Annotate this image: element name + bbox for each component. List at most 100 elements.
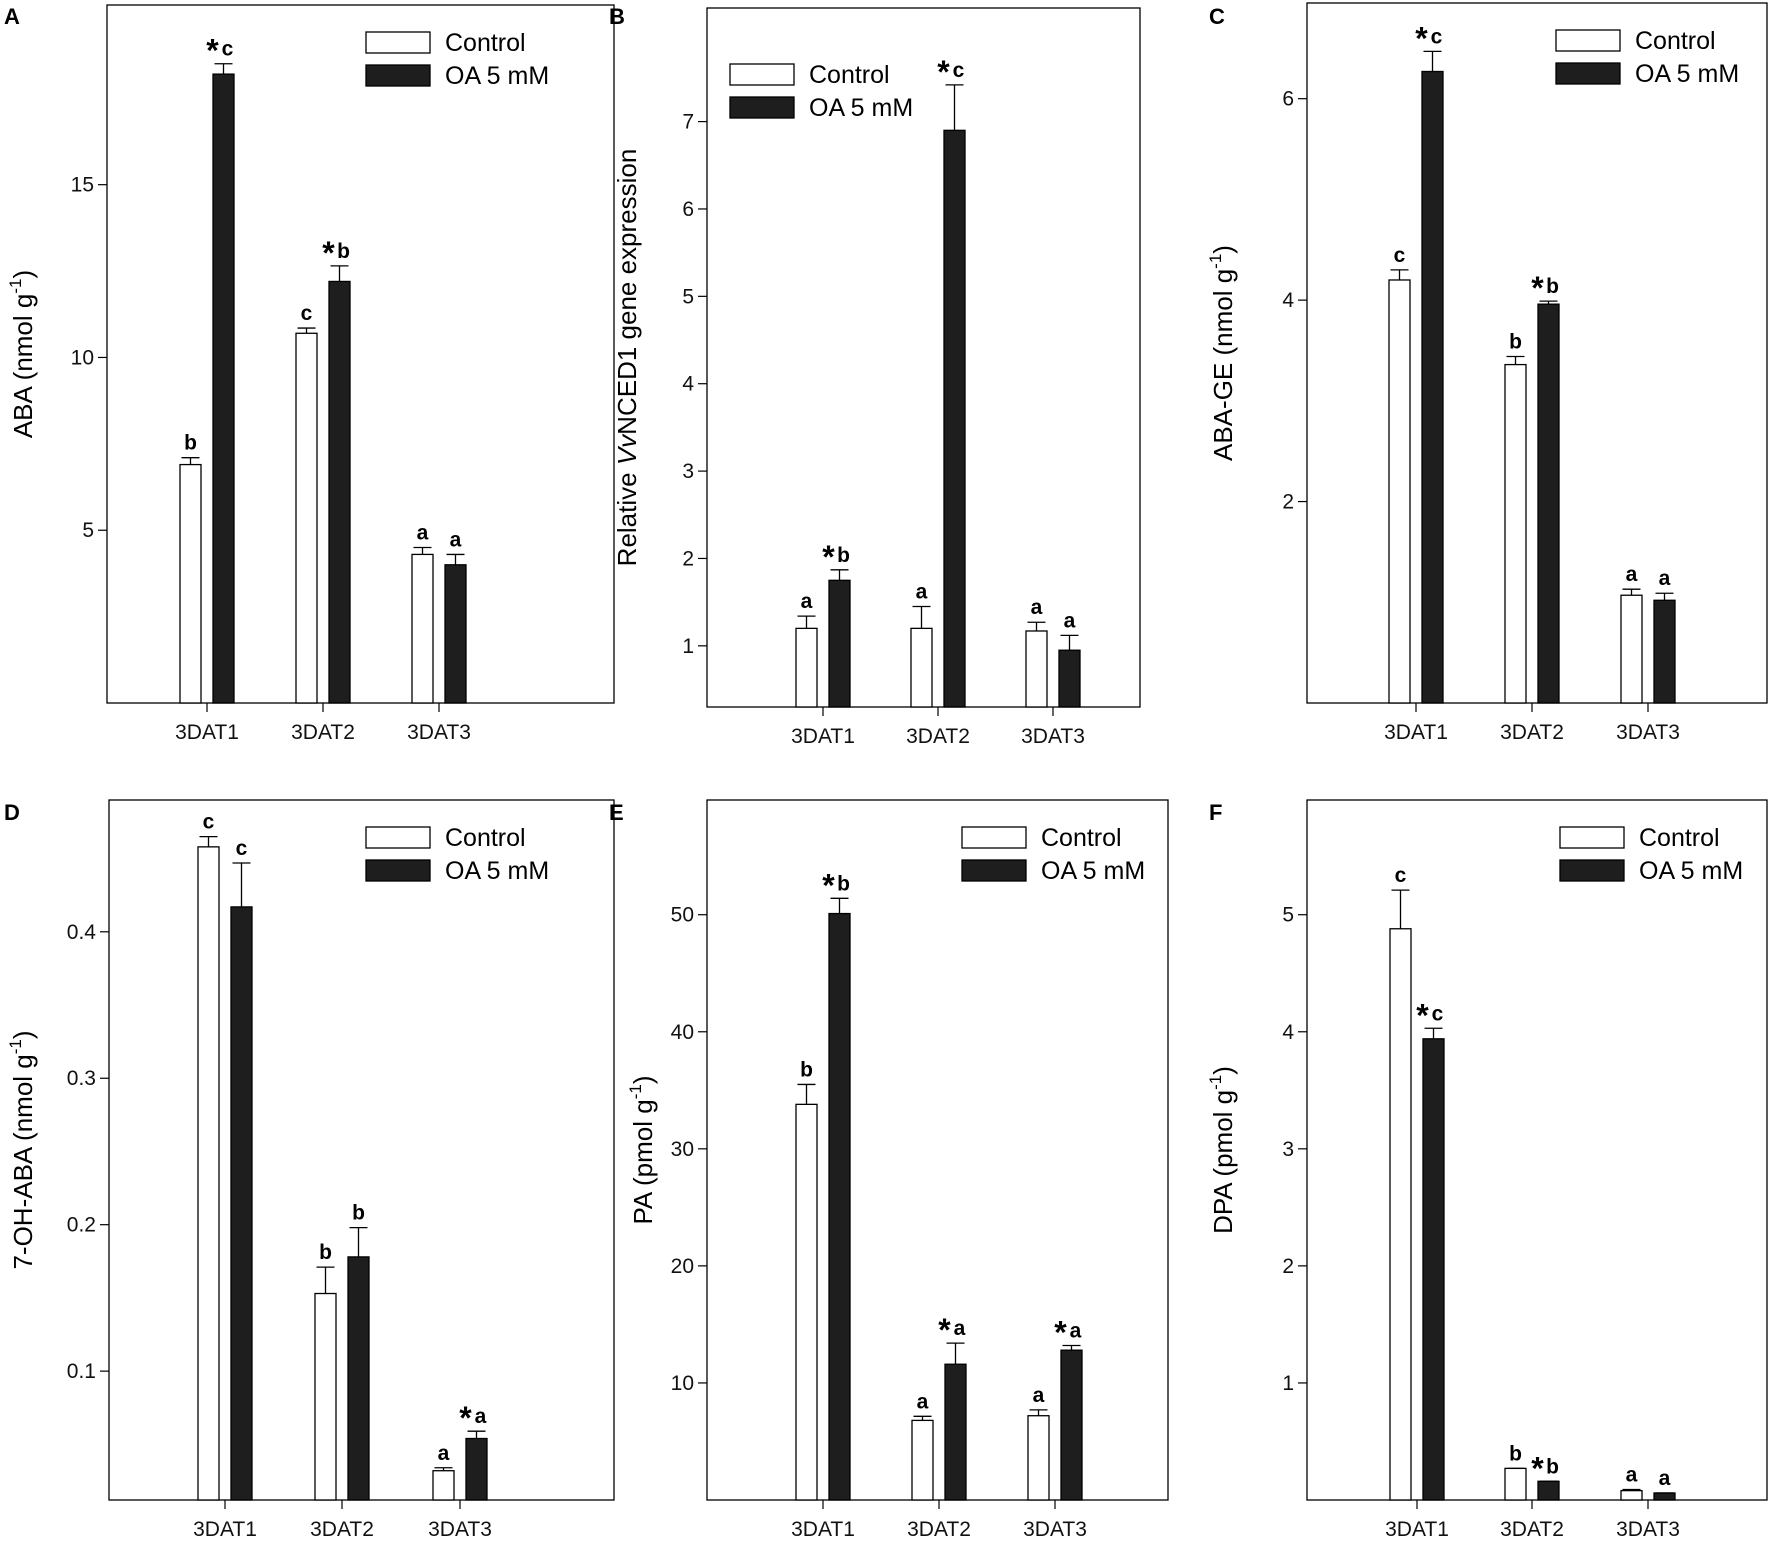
y-tick-label: 10 bbox=[671, 1372, 694, 1395]
legend-swatch-control bbox=[961, 826, 1027, 849]
significance-star: * bbox=[822, 539, 835, 575]
x-tick-label: 3DAT1 bbox=[791, 1518, 855, 1541]
x-tick-label: 3DAT3 bbox=[1021, 725, 1085, 748]
y-axis-label-part: ABA (nmol g bbox=[8, 294, 38, 439]
y-tick-label: 5 bbox=[682, 285, 694, 308]
legend-label: Control bbox=[445, 824, 526, 852]
bar-control-3dat1 bbox=[1389, 928, 1412, 1501]
y-axis-label: ABA-GE (nmol g-1) bbox=[1206, 245, 1238, 461]
bar-oa-3dat1 bbox=[230, 906, 253, 1501]
plot-frame bbox=[1306, 799, 1768, 1501]
bar-control-3dat2 bbox=[911, 1419, 934, 1501]
y-axis-label-part: DPA (pmol g bbox=[1208, 1090, 1238, 1234]
x-tick-label: 3DAT2 bbox=[1500, 721, 1564, 744]
y-tick-label: 0.3 bbox=[67, 1067, 96, 1090]
y-tick-label: 3 bbox=[1282, 1138, 1294, 1161]
significance-letter: a bbox=[450, 528, 462, 551]
significance-letter: b bbox=[1546, 1455, 1559, 1478]
bar-control-3dat3 bbox=[411, 553, 434, 704]
bar-control-3dat2 bbox=[1504, 1467, 1527, 1501]
y-axis-label-part: ) bbox=[8, 270, 38, 279]
significance-letter: a bbox=[1033, 1384, 1045, 1407]
significance-letter: b bbox=[352, 1202, 365, 1225]
significance-letter: b bbox=[837, 544, 850, 567]
legend-label: OA 5 mM bbox=[1041, 857, 1145, 885]
bar-oa-3dat3 bbox=[1060, 1349, 1083, 1501]
panel-letter: E bbox=[609, 800, 624, 825]
x-tick-label: 3DAT2 bbox=[310, 1518, 374, 1541]
y-axis-label: 7-OH-ABA (nmol g-1) bbox=[6, 1030, 38, 1269]
y-tick-label: 4 bbox=[682, 373, 694, 396]
y-tick-label: 3 bbox=[682, 460, 694, 483]
legend: Control OA 5 mM bbox=[1555, 27, 1739, 88]
significance-star: * bbox=[938, 1312, 951, 1348]
y-tick-label: 40 bbox=[671, 1021, 694, 1044]
bar-oa-3dat1 bbox=[212, 73, 235, 704]
x-tick-label: 3DAT1 bbox=[791, 725, 855, 748]
significance-star: * bbox=[1415, 20, 1428, 56]
bar-oa-3dat2 bbox=[347, 1256, 370, 1501]
significance-letter: a bbox=[1031, 596, 1043, 619]
bar-oa-3dat1 bbox=[1421, 70, 1444, 704]
y-axis-label-sup: -1 bbox=[1206, 1075, 1225, 1090]
x-tick-label: 3DAT3 bbox=[1616, 721, 1680, 744]
x-tick-label: 3DAT3 bbox=[1616, 1518, 1680, 1541]
significance-star: * bbox=[459, 1400, 472, 1436]
y-axis-label-sup: -1 bbox=[626, 1084, 645, 1099]
bar-control-3dat2 bbox=[295, 332, 318, 704]
plot-frame bbox=[106, 4, 615, 704]
x-tick-label: 3DAT1 bbox=[175, 721, 239, 744]
y-axis-label-part: ) bbox=[1208, 1066, 1238, 1075]
legend-label: Control bbox=[445, 29, 526, 57]
panel-letter: A bbox=[4, 4, 20, 29]
y-tick-label: 2 bbox=[1282, 1255, 1294, 1278]
significance-letter: a bbox=[916, 581, 928, 604]
bar-oa-3dat2 bbox=[328, 280, 351, 704]
y-tick-label: 20 bbox=[671, 1255, 694, 1278]
significance-letter: a bbox=[1659, 1467, 1671, 1490]
y-tick-label: 1 bbox=[682, 635, 694, 658]
bar-control-3dat1 bbox=[1388, 279, 1411, 704]
y-axis-label-sup: -1 bbox=[6, 279, 25, 294]
y-axis-label: PA (pmol g-1) bbox=[626, 1075, 658, 1224]
y-tick-label: 5 bbox=[1282, 904, 1294, 927]
significance-letter: b bbox=[837, 872, 850, 895]
legend-label: Control bbox=[809, 61, 890, 89]
significance-letter: a bbox=[917, 1390, 929, 1413]
panel-letter: F bbox=[1209, 800, 1222, 825]
significance-letter: a bbox=[1626, 563, 1638, 586]
bar-oa-3dat1 bbox=[828, 579, 851, 708]
bar-oa-3dat3 bbox=[1653, 1492, 1676, 1501]
legend-label: OA 5 mM bbox=[445, 62, 549, 90]
significance-letter: a bbox=[1064, 609, 1076, 632]
panel-b: B 1 2 3 4 5 6 7 3DAT1 3DAT2 3DAT3 Relative VvNCED1 … bbox=[609, 4, 1141, 748]
y-tick-label: 15 bbox=[71, 174, 94, 197]
significance-star: * bbox=[322, 235, 335, 271]
bar-oa-3dat2 bbox=[943, 129, 966, 708]
significance-letter: c bbox=[222, 38, 234, 61]
legend-label: Control bbox=[1041, 824, 1122, 852]
y-tick-label: 5 bbox=[82, 519, 94, 542]
x-tick-label: 3DAT1 bbox=[1384, 721, 1448, 744]
y-tick-label: 1 bbox=[1282, 1372, 1294, 1395]
y-tick-label: 7 bbox=[682, 111, 694, 134]
significance-star: * bbox=[1054, 1314, 1067, 1350]
significance-letter: b bbox=[337, 240, 350, 263]
panel-e: E 10 20 30 40 50 3DAT1 3DAT2 3DAT3 PA (pmol g-1) b… bbox=[609, 799, 1169, 1541]
legend: Control OA 5 mM bbox=[365, 29, 549, 90]
bar-control-3dat3 bbox=[1620, 594, 1643, 704]
legend-swatch-control bbox=[365, 31, 431, 54]
panel-letter: B bbox=[609, 4, 625, 29]
x-tick-label: 3DAT2 bbox=[291, 721, 355, 744]
legend-swatch-oa bbox=[365, 859, 431, 882]
panel-d: D 0.1 0.2 0.3 0.4 3DAT1 3DAT2 3DAT3 7-OH-ABA (nm… bbox=[4, 799, 615, 1541]
legend: Control OA 5 mM bbox=[961, 824, 1145, 885]
bar-control-3dat3 bbox=[432, 1470, 455, 1501]
x-tick-label: 3DAT2 bbox=[1500, 1518, 1564, 1541]
x-tick-label: 3DAT3 bbox=[407, 721, 471, 744]
y-axis-label-sup: -1 bbox=[6, 1039, 25, 1054]
significance-star: * bbox=[937, 54, 950, 90]
panel-letter: C bbox=[1209, 4, 1225, 29]
